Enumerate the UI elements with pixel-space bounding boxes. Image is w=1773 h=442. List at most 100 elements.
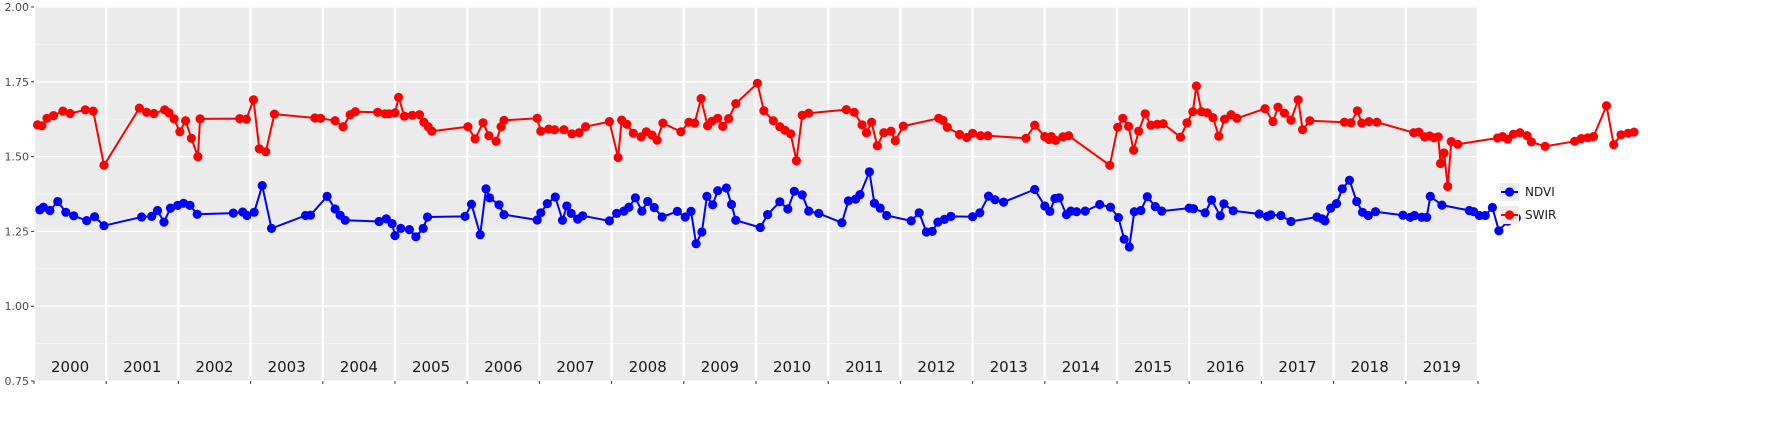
swir-point: [938, 115, 948, 125]
ndvi-point: [702, 191, 712, 201]
swir-point: [248, 95, 259, 105]
ndvi-point: [411, 232, 421, 242]
swir-point: [574, 128, 584, 138]
year-label: 2013: [990, 358, 1028, 376]
ndvi-point: [604, 216, 615, 226]
ndvi-point: [1480, 210, 1490, 221]
ndvi-point: [843, 196, 854, 206]
ndvi-point: [1136, 205, 1146, 216]
ndvi-point: [1286, 216, 1296, 227]
ndvi-point: [562, 201, 572, 211]
swir-point: [1352, 106, 1362, 116]
swir-point: [866, 117, 877, 127]
ndvi-point: [404, 225, 414, 235]
swir-point: [1629, 127, 1639, 137]
ndvi-point: [1188, 204, 1199, 214]
ndvi-point: [624, 202, 634, 212]
swir-point: [955, 129, 965, 140]
ndvi-point: [578, 211, 588, 221]
ndvi-point: [1200, 208, 1210, 218]
swir-point: [99, 160, 109, 170]
ndvi-point: [1425, 191, 1435, 201]
swir-point: [394, 92, 404, 102]
ndvi-point: [708, 200, 718, 210]
ndvi-point: [1228, 206, 1238, 216]
ndvi-point: [1337, 184, 1347, 194]
y-axis-ticks: 0.75 1.00 1.25 1.50 1.75 2.00: [5, 1, 34, 388]
swir-point: [1124, 121, 1134, 131]
ndvi-point: [1352, 196, 1362, 207]
swir-point: [613, 152, 623, 163]
ndvi-point: [783, 204, 793, 214]
year-label: 2005: [412, 358, 450, 376]
swir-point: [1220, 114, 1230, 124]
swir-point: [1260, 104, 1270, 114]
swir-point: [1346, 118, 1356, 128]
year-label: 2010: [773, 358, 811, 376]
year-label: 2002: [195, 358, 233, 376]
swir-point: [1129, 145, 1139, 155]
ndvi-point: [721, 183, 732, 193]
ndvi-point: [697, 227, 707, 237]
swir-point: [622, 119, 632, 129]
ndvi-point: [1344, 175, 1355, 185]
ndvi-point: [1045, 206, 1055, 216]
year-label: 2007: [556, 358, 594, 376]
swir-point: [1433, 132, 1443, 142]
swir-point: [181, 116, 191, 126]
swir-point: [886, 126, 896, 136]
ndvi-point: [249, 207, 259, 217]
ndvi-point: [612, 208, 622, 218]
swir-point: [316, 113, 326, 123]
series-layer: [33, 78, 1639, 252]
swir-point: [80, 105, 90, 115]
swir-point: [1372, 117, 1382, 127]
year-label: 2017: [1278, 358, 1316, 376]
ndvi-point: [1219, 199, 1229, 209]
swir-point: [879, 128, 889, 138]
swir-point: [1616, 130, 1626, 140]
swir-point: [1515, 128, 1525, 138]
swir-point: [414, 110, 425, 120]
ndvi-point: [1054, 193, 1064, 203]
y-tick-label: 2.00: [5, 1, 30, 14]
swir-point: [1134, 126, 1144, 136]
swir-point: [195, 114, 205, 124]
ndvi-point: [680, 212, 690, 222]
ndvi-point: [1030, 184, 1040, 195]
swir-point: [731, 99, 741, 109]
swir-point: [532, 113, 542, 123]
ndvi-point: [946, 211, 956, 221]
swir-point: [1208, 113, 1218, 123]
ndvi-point: [1150, 202, 1160, 212]
ndvi-point: [99, 221, 109, 231]
swir-point: [1232, 113, 1242, 123]
legend-key-point: [1504, 187, 1515, 197]
ndvi-point: [374, 216, 384, 227]
grid-major: [32, 6, 1480, 382]
ndvi-point: [390, 231, 400, 241]
swir-point: [1453, 139, 1463, 149]
swir-point: [261, 147, 271, 157]
year-label: 2008: [629, 358, 667, 376]
swir-point: [330, 116, 340, 126]
swir-point: [149, 108, 159, 119]
ndvi-point: [499, 210, 509, 220]
swir-point: [499, 115, 509, 125]
swir-point: [193, 152, 203, 162]
ndvi-point: [657, 212, 667, 222]
swir-point: [1305, 116, 1315, 126]
ndvi-point: [1142, 192, 1152, 202]
series-ndvi: [35, 167, 1521, 252]
swir-point: [713, 113, 723, 123]
swir-point: [373, 107, 383, 117]
year-label: 2015: [1134, 358, 1172, 376]
swir-point: [169, 114, 179, 124]
ndvi-point: [396, 223, 406, 233]
swir-point: [696, 94, 706, 104]
y-tick-label: 1.25: [5, 225, 30, 238]
year-label: 2001: [123, 358, 161, 376]
ndvi-point: [1095, 199, 1105, 210]
year-label: 2009: [701, 358, 739, 376]
